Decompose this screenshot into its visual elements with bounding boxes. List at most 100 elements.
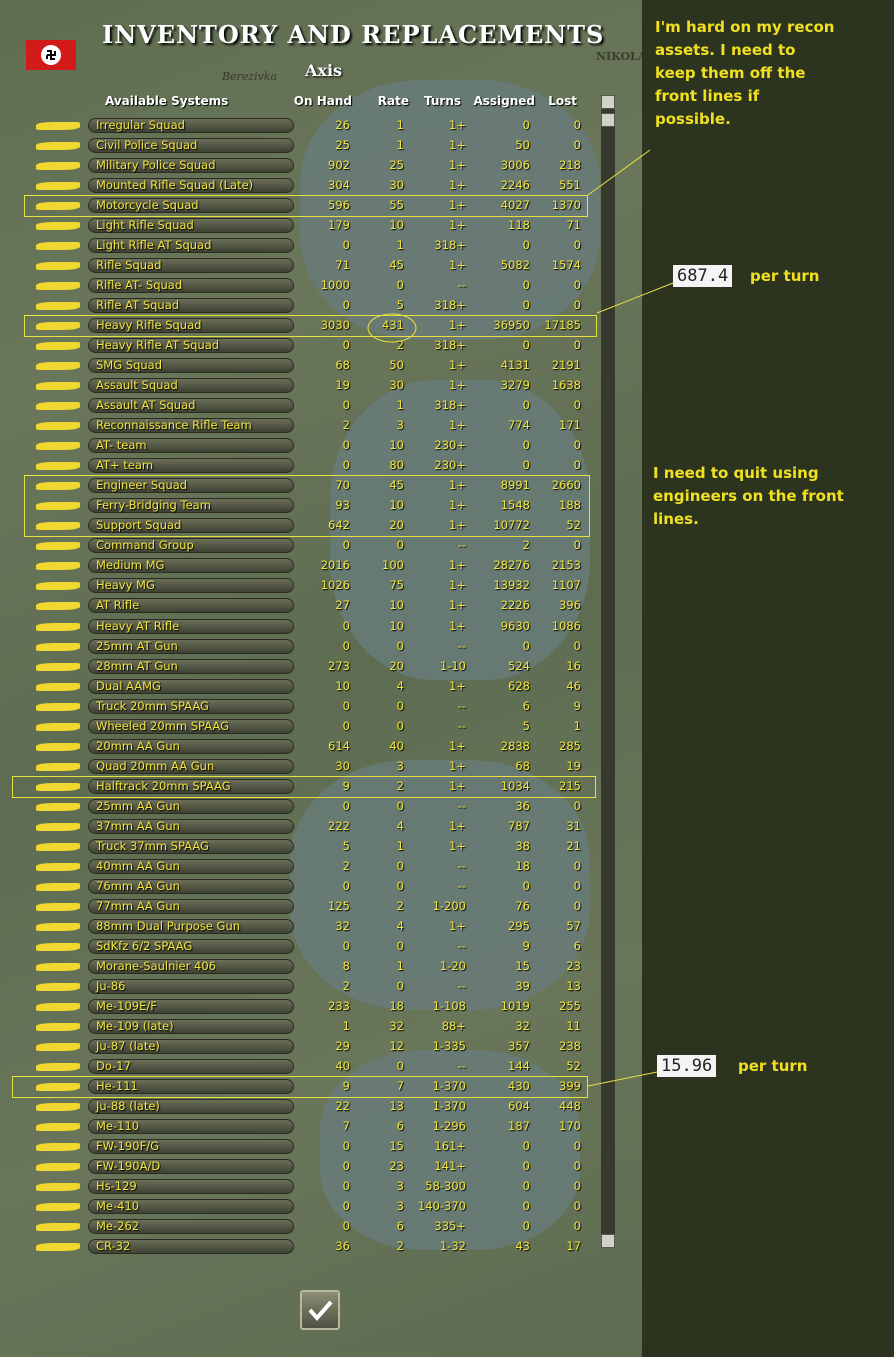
row-button[interactable]: [88, 538, 294, 554]
row-button[interactable]: [88, 1159, 294, 1175]
cell: --: [457, 698, 466, 713]
row-button[interactable]: [88, 298, 294, 314]
row-button[interactable]: [88, 398, 294, 414]
row-button[interactable]: [88, 618, 294, 634]
row-button[interactable]: [88, 418, 294, 434]
cell: 774: [508, 418, 530, 433]
row-button[interactable]: [88, 258, 294, 274]
row-button[interactable]: [88, 498, 294, 514]
cell: 2191: [551, 358, 581, 373]
row-button[interactable]: [88, 698, 294, 714]
row-button[interactable]: [88, 878, 294, 894]
row-button[interactable]: [88, 1058, 294, 1074]
cell: 25: [335, 138, 350, 153]
annotation: per turn: [738, 1057, 808, 1075]
row-button[interactable]: [88, 238, 294, 254]
row-button[interactable]: [88, 578, 294, 594]
row-button[interactable]: [88, 1219, 294, 1235]
row-button[interactable]: [88, 838, 294, 854]
cell: --: [457, 638, 466, 653]
row-button[interactable]: [88, 1179, 294, 1195]
row-button[interactable]: [88, 998, 294, 1014]
row-button[interactable]: [88, 358, 294, 374]
annotation-value: 15.96: [657, 1055, 717, 1077]
row-button[interactable]: [88, 1018, 294, 1034]
cell: 9: [342, 1078, 350, 1093]
row-button[interactable]: [88, 518, 294, 534]
unit-name: Do-17: [96, 1058, 131, 1073]
row-button[interactable]: [88, 1119, 294, 1134]
unit-icon: [36, 742, 80, 751]
row-button[interactable]: [88, 678, 294, 694]
row-button[interactable]: [88, 918, 294, 934]
scrollbar[interactable]: [601, 95, 615, 1248]
row-button[interactable]: [88, 718, 294, 734]
row-button[interactable]: [88, 1239, 294, 1255]
cell: 0: [342, 298, 350, 313]
row-button[interactable]: [88, 338, 294, 354]
unit-icon: [36, 362, 80, 371]
cell: 0: [342, 1179, 350, 1194]
scroll-thumb[interactable]: [601, 113, 615, 127]
row-button[interactable]: [88, 658, 294, 674]
row-button[interactable]: [88, 1199, 294, 1215]
row-button[interactable]: [88, 478, 294, 494]
row-button[interactable]: [88, 198, 294, 214]
row-button[interactable]: [88, 218, 294, 234]
unit-name: FW-190F/G: [96, 1139, 160, 1154]
row-button[interactable]: [88, 278, 294, 294]
cell: 396: [559, 598, 581, 613]
row-button[interactable]: [88, 1078, 294, 1094]
row-button[interactable]: [88, 158, 294, 174]
row-button[interactable]: [88, 858, 294, 874]
row-button[interactable]: [88, 458, 294, 474]
cell: 0: [573, 538, 581, 553]
row-button[interactable]: [88, 378, 294, 394]
unit-icon: [36, 1203, 80, 1212]
row-button[interactable]: [88, 898, 294, 914]
row-button[interactable]: [88, 1139, 294, 1155]
cell: 0: [396, 278, 404, 293]
row-button[interactable]: [88, 818, 294, 834]
row-button[interactable]: [88, 1098, 294, 1114]
unit-name: Support Squad: [96, 518, 182, 533]
cell: 0: [396, 718, 404, 733]
cell: 11: [566, 1018, 581, 1033]
cell: 0: [573, 118, 581, 132]
cell: 0: [522, 238, 530, 253]
row-button[interactable]: [88, 138, 294, 154]
row-button[interactable]: [88, 738, 294, 754]
row-button[interactable]: [88, 978, 294, 994]
ok-button[interactable]: [300, 1290, 340, 1330]
row-button[interactable]: [88, 798, 294, 814]
cell: 0: [522, 398, 530, 413]
unit-name: Wheeled 20mm SPAAG: [96, 718, 229, 733]
row-button[interactable]: [88, 318, 294, 334]
unit-name: Heavy AT Rifle: [96, 618, 180, 633]
cell: 0: [342, 1159, 350, 1174]
row-button[interactable]: [88, 1038, 294, 1054]
row-button[interactable]: [88, 638, 294, 654]
unit-name: Rifle AT Squad: [96, 298, 180, 313]
row-button[interactable]: [88, 598, 294, 614]
cell: 0: [342, 1139, 350, 1154]
cell: 16: [566, 658, 581, 673]
row-button[interactable]: [88, 178, 294, 194]
column-header: Assigned: [473, 94, 535, 108]
scroll-up[interactable]: [601, 95, 615, 109]
cell: 0: [573, 398, 581, 413]
row-button[interactable]: [88, 758, 294, 774]
unit-icon: [36, 142, 80, 151]
row-button[interactable]: [88, 958, 294, 974]
row-button[interactable]: [88, 118, 294, 133]
cell: --: [457, 878, 466, 893]
scroll-down[interactable]: [601, 1234, 615, 1248]
row-button[interactable]: [88, 558, 294, 574]
cell: 1: [396, 238, 404, 253]
row-button[interactable]: [88, 778, 294, 794]
cell: 144: [508, 1058, 530, 1073]
row-button[interactable]: [88, 938, 294, 954]
cell: 448: [559, 1098, 581, 1113]
row-button[interactable]: [88, 438, 294, 454]
